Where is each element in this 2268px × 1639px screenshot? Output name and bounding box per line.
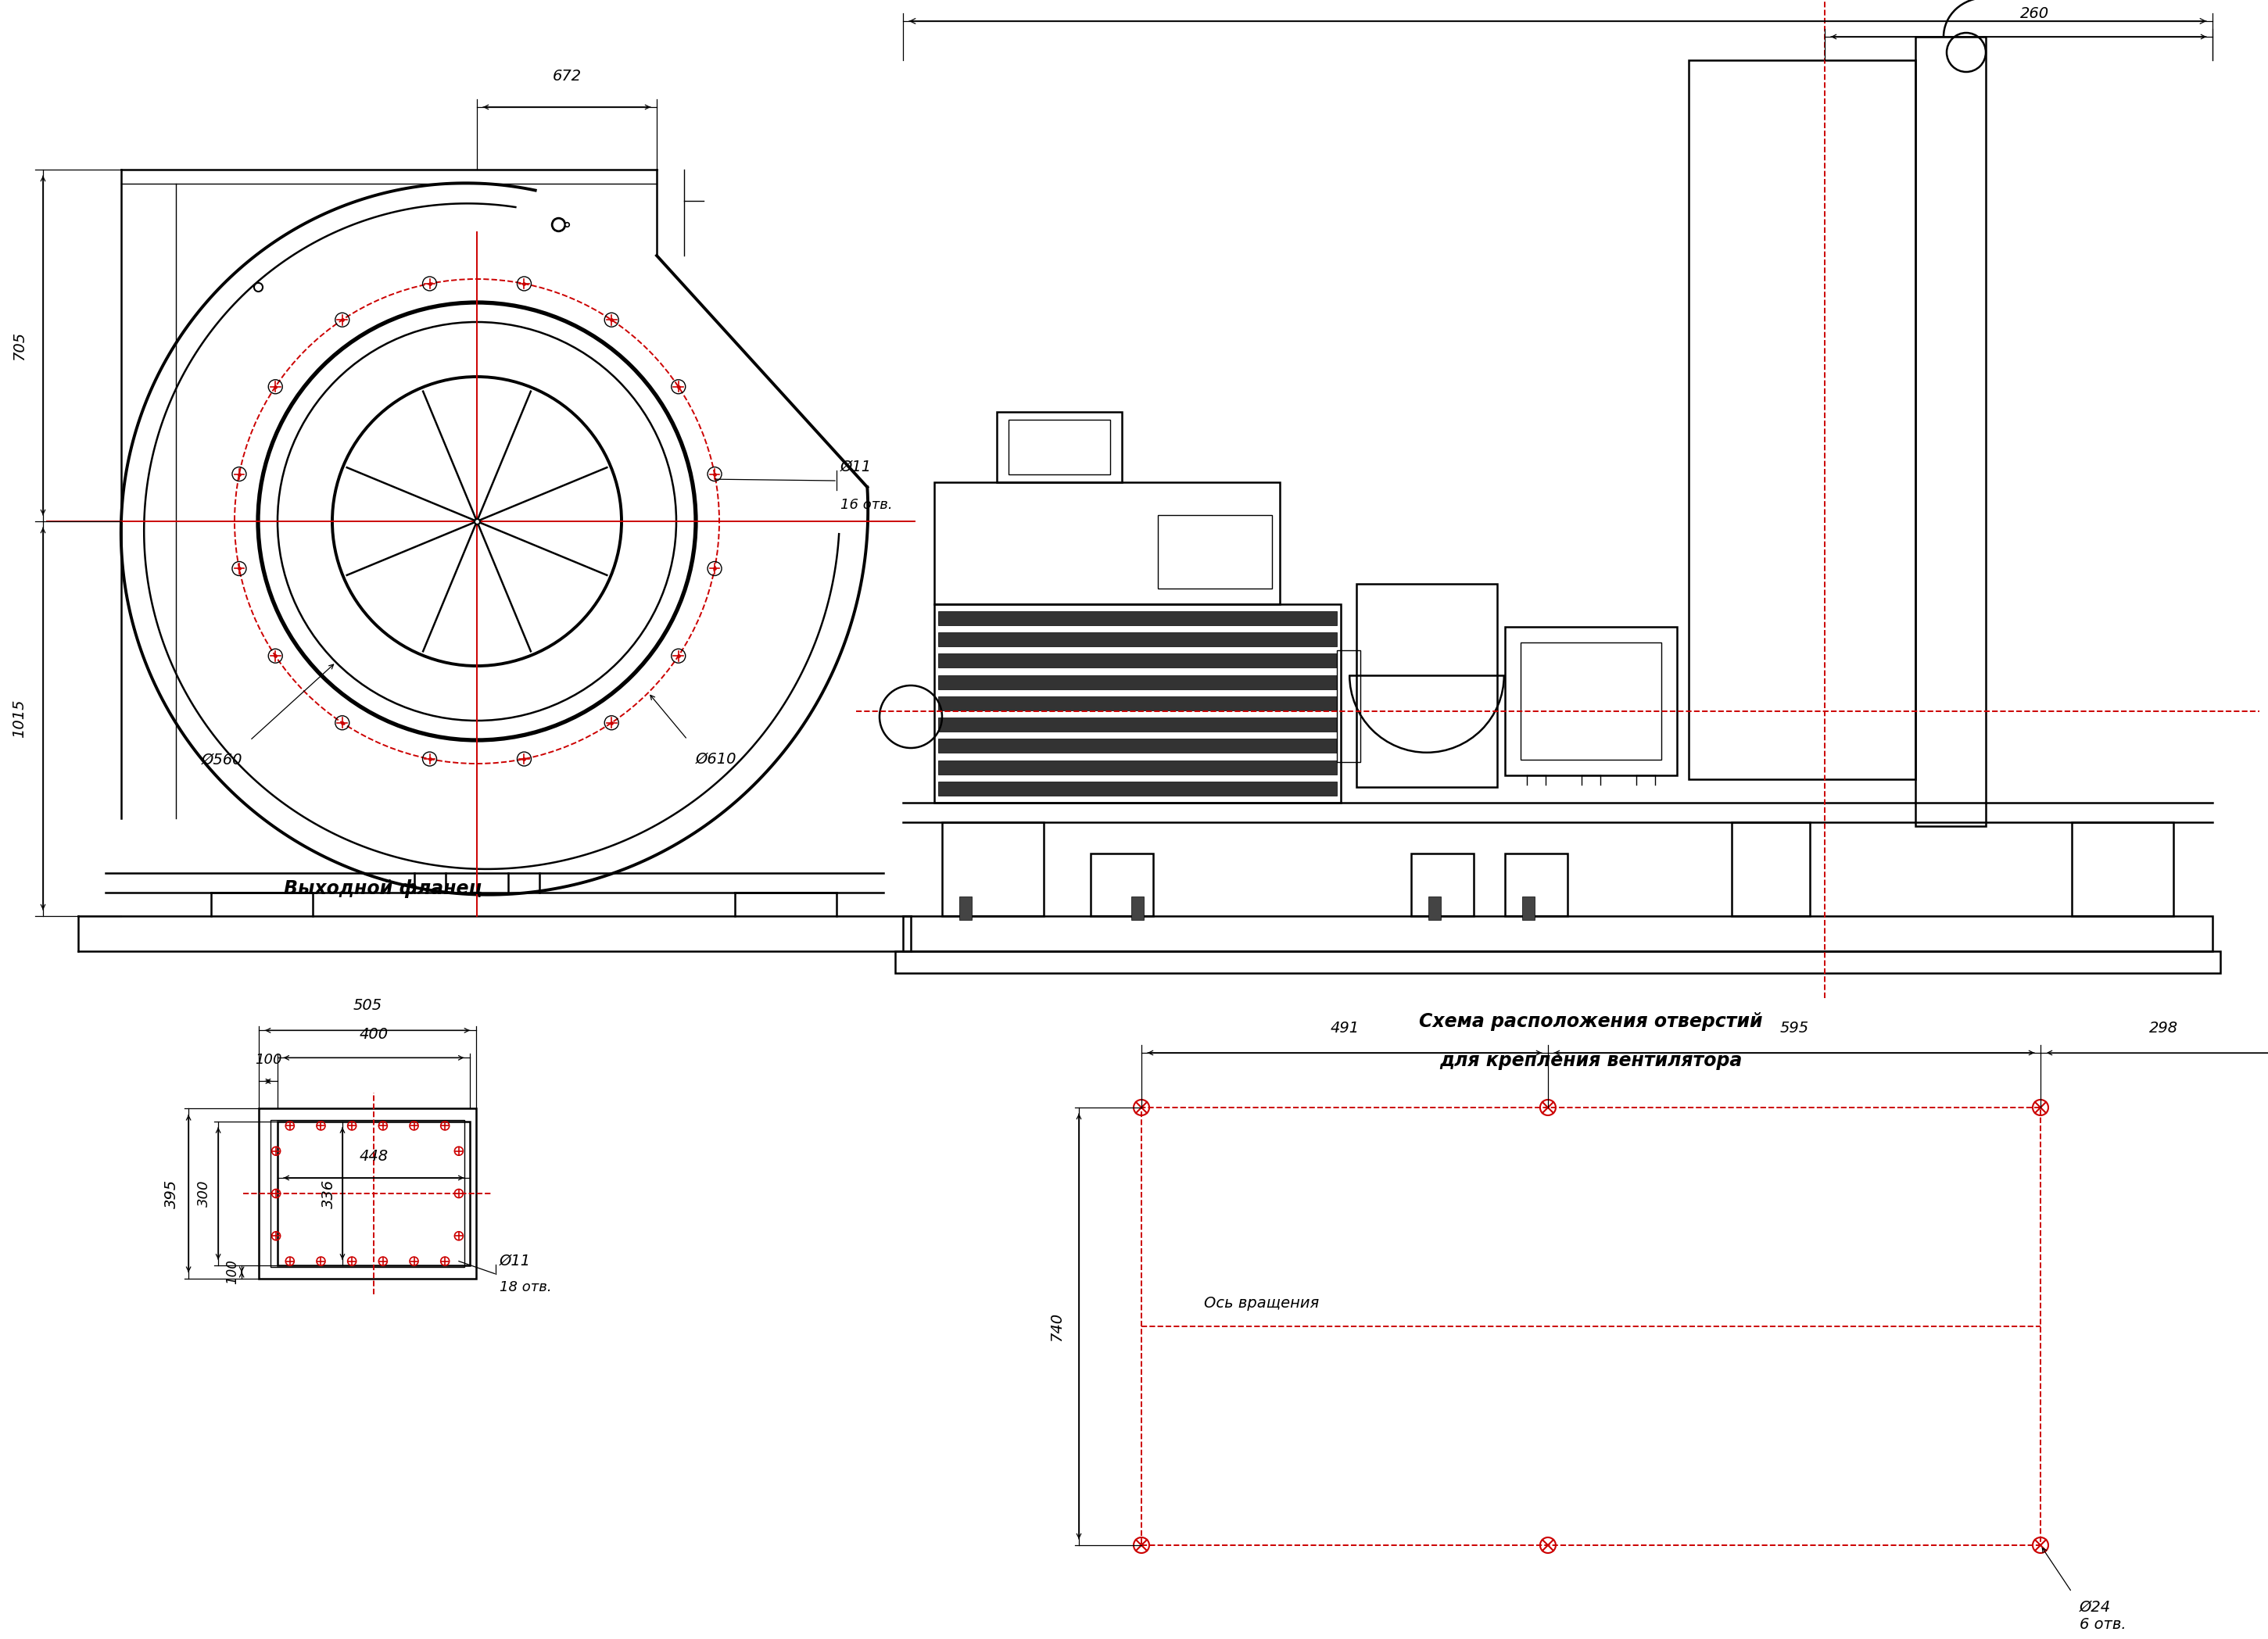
Text: Ø610: Ø610 [696,751,737,765]
Bar [959,897,971,919]
Text: 672: 672 [553,69,581,84]
Bar [1506,626,1676,775]
Bar [1159,515,1272,588]
Bar [1411,854,1474,916]
Bar [939,675,1336,688]
Bar [939,782,1336,795]
Bar [896,951,2220,974]
Bar [941,823,1043,916]
Bar [1429,897,1440,919]
Text: Ø11: Ø11 [841,459,871,474]
Bar [277,1121,469,1265]
Bar [939,633,1336,646]
Bar [939,718,1336,731]
Bar [1506,854,1567,916]
Text: 491: 491 [1329,1021,1359,1036]
Bar [1009,420,1109,474]
Bar [939,611,1336,626]
Text: 1015: 1015 [11,700,27,738]
Text: Ø11: Ø11 [499,1254,531,1269]
Text: 300: 300 [197,1180,211,1206]
Bar [270,1121,465,1267]
Text: Ø560: Ø560 [202,752,243,767]
Bar [934,482,1279,605]
Text: 448: 448 [358,1149,388,1164]
Text: 16 отв.: 16 отв. [841,498,894,511]
Bar [1520,642,1662,760]
Text: Выходной фланец: Выходной фланец [284,879,483,898]
Text: Ось вращения: Ось вращения [1204,1296,1320,1311]
Bar [998,411,1123,482]
Bar [939,654,1336,667]
Text: Схема расположения отверстий: Схема расположения отверстий [1420,1013,1762,1031]
Bar [1733,823,1810,916]
Text: 100: 100 [225,1260,240,1285]
Bar [939,760,1336,774]
Bar [1141,1108,2041,1546]
Bar [1690,61,1916,779]
Text: 100: 100 [254,1054,281,1067]
Bar [903,916,2214,951]
Bar [1916,36,1987,826]
Text: 18 отв.: 18 отв. [499,1280,551,1295]
Text: 260: 260 [2021,7,2048,21]
Bar [1132,897,1143,919]
Text: для крепления вентилятора: для крепления вентилятора [1440,1051,1742,1070]
Bar [1336,651,1361,762]
Text: Ø24
6 отв.: Ø24 6 отв. [2080,1600,2125,1632]
Bar [1091,854,1152,916]
Text: 298: 298 [2150,1021,2177,1036]
Text: 705: 705 [11,331,27,361]
Text: 400: 400 [358,1028,388,1042]
Text: 336: 336 [322,1178,336,1208]
Bar [939,739,1336,752]
Bar [259,1108,476,1278]
Text: 740: 740 [1050,1311,1064,1341]
Bar [1522,897,1535,919]
Bar [934,605,1340,803]
Bar [1356,583,1497,787]
Text: 505: 505 [354,998,381,1013]
Text: 395: 395 [163,1178,179,1208]
Text: 595: 595 [1780,1021,1808,1036]
Bar [939,697,1336,710]
Bar [2071,823,2173,916]
